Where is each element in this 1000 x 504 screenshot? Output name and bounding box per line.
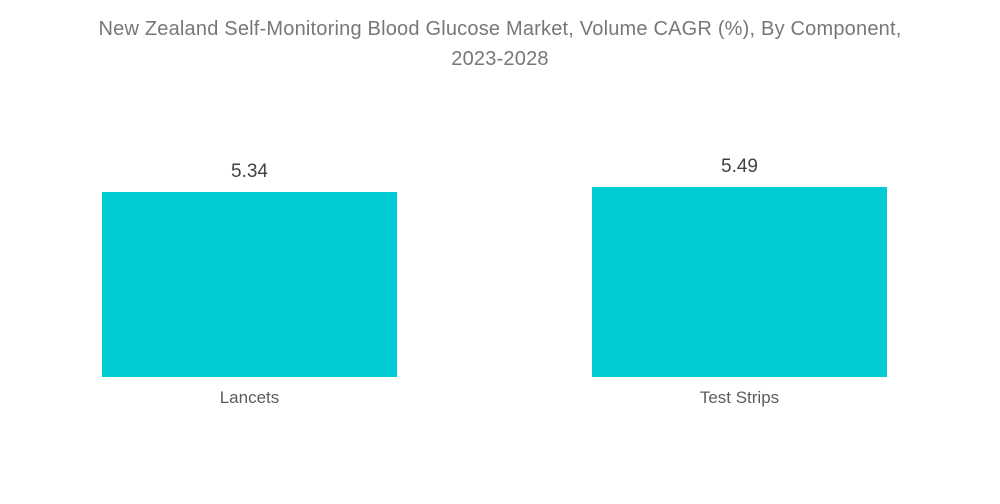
bar-group-test-strips: 5.49 Test Strips [592,156,887,408]
chart-title-line-2: 2023-2028 [451,48,549,70]
bar-value-label-test-strips: 5.49 [721,156,758,177]
bar-group-lancets: 5.34 Lancets [102,161,397,408]
bar-value-label-lancets: 5.34 [231,161,268,182]
category-label-test-strips: Test Strips [699,388,780,407]
bar-test-strips[interactable] [592,187,887,377]
bar-lancets[interactable] [102,192,397,377]
chart-title: New Zealand Self-Monitoring Blood Glucos… [0,14,1000,74]
chart-title-line-1: New Zealand Self-Monitoring Blood Glucos… [98,18,902,40]
category-label-lancets: Lancets [219,388,280,407]
